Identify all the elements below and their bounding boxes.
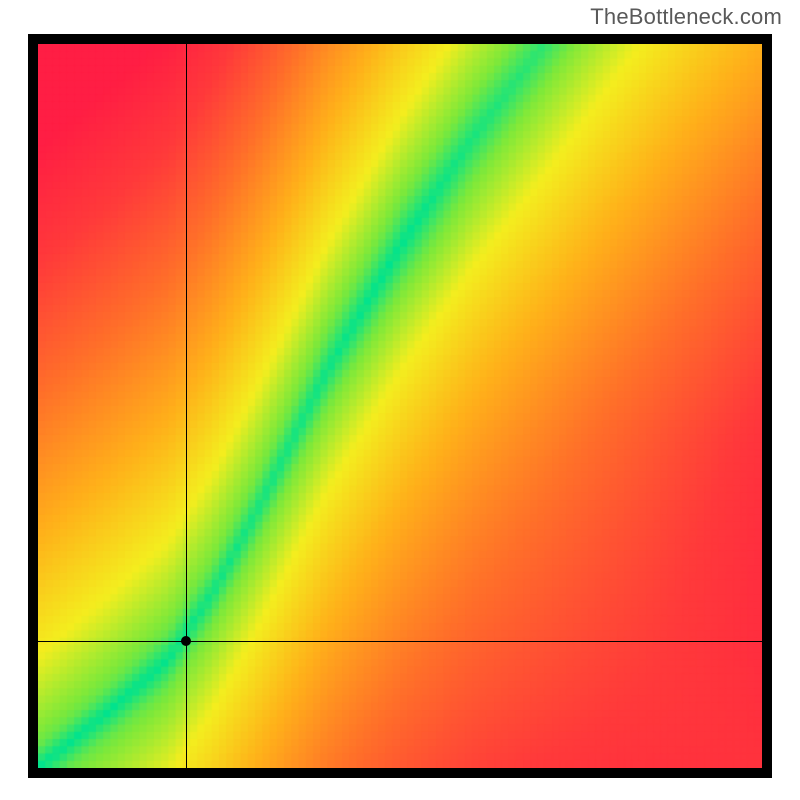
crosshair-horizontal	[38, 641, 762, 642]
crosshair-vertical	[186, 44, 187, 768]
heatmap-canvas	[38, 44, 762, 768]
chart-container: TheBottleneck.com	[0, 0, 800, 800]
watermark-text: TheBottleneck.com	[590, 4, 782, 30]
plot-area	[28, 34, 772, 778]
